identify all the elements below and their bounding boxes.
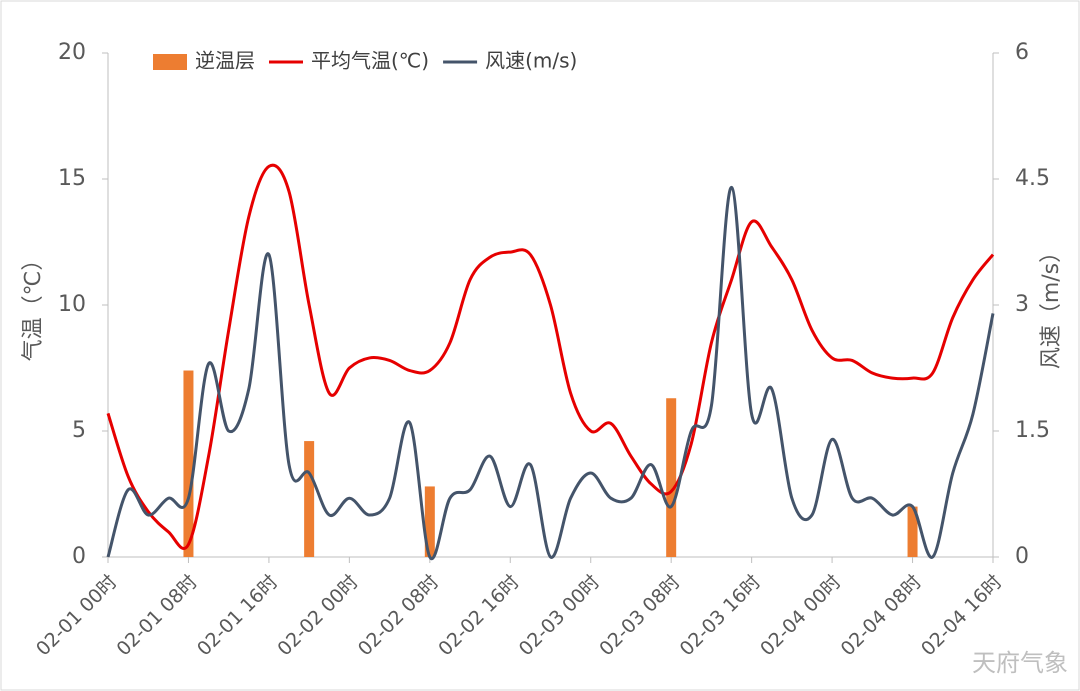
y2-tick-label: 3 bbox=[1015, 292, 1029, 317]
y-tick-label: 20 bbox=[58, 40, 86, 65]
y-tick-label: 10 bbox=[58, 292, 86, 317]
bar bbox=[183, 370, 194, 557]
bar bbox=[907, 506, 918, 557]
line bbox=[106, 185, 995, 561]
bar bbox=[424, 486, 435, 557]
y2-tick-label: 6 bbox=[1015, 40, 1029, 65]
watermark: 天府气象 bbox=[972, 649, 1068, 677]
legend-label: 风速(m/s) bbox=[485, 49, 577, 73]
legend-label: 逆温层 bbox=[195, 49, 255, 73]
y-tick-label: 15 bbox=[58, 166, 86, 191]
y-tick-label: 5 bbox=[72, 418, 86, 443]
bar bbox=[304, 441, 315, 557]
y-axis-title: 气温（℃） bbox=[21, 249, 46, 362]
legend-swatch bbox=[153, 54, 187, 70]
line bbox=[106, 163, 995, 551]
y2-axis-title: 风速（m/s） bbox=[1039, 241, 1064, 369]
y2-tick-label: 4.5 bbox=[1015, 166, 1050, 191]
y2-tick-label: 1.5 bbox=[1015, 418, 1050, 443]
legend-label: 平均气温(℃) bbox=[311, 49, 429, 73]
bar bbox=[666, 398, 677, 557]
y-tick-label: 0 bbox=[72, 544, 86, 569]
y2-tick-label: 0 bbox=[1015, 544, 1029, 569]
